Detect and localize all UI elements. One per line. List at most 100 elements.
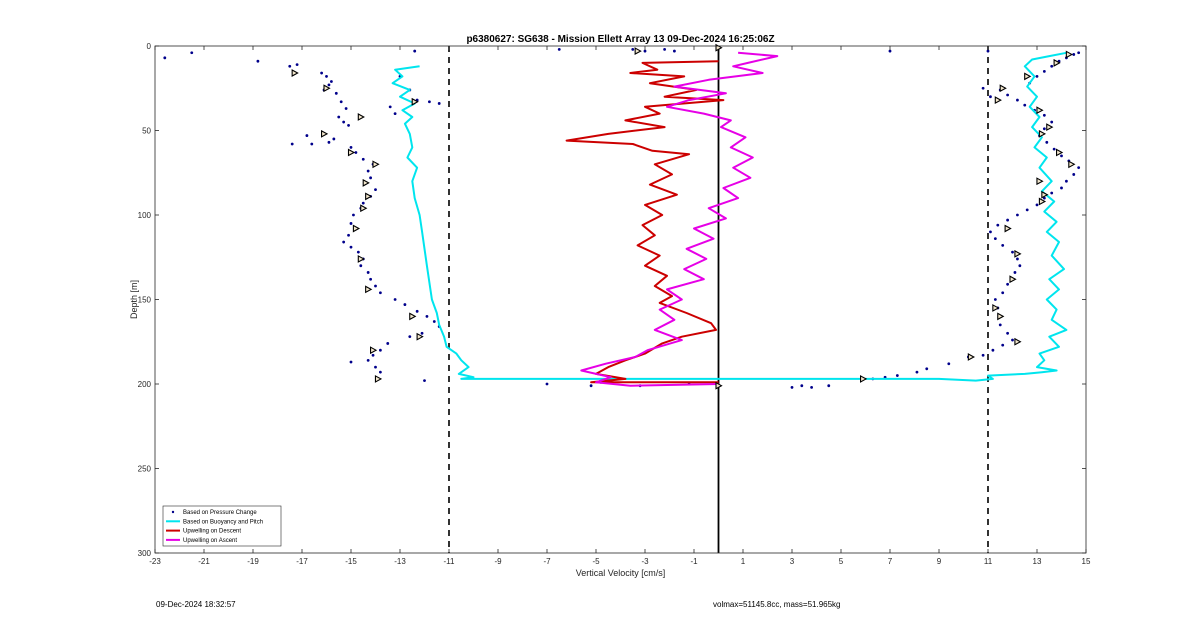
pressure-point-22 <box>349 146 353 149</box>
x-tick-label: -23 <box>149 557 161 566</box>
pressure-point-108 <box>996 223 1000 227</box>
triangle-marker-26 <box>1014 249 1022 258</box>
pressure-point-72 <box>589 384 593 388</box>
x-tick-label: 1 <box>741 557 746 566</box>
triangle-marker-16 <box>411 97 419 106</box>
triangle-marker-30 <box>1036 177 1044 186</box>
pressure-point-87 <box>947 362 951 366</box>
pressure-point-53 <box>408 335 412 339</box>
pressure-point-77 <box>790 385 794 389</box>
pressure-point-104 <box>1011 250 1014 254</box>
pressure-point-125 <box>1050 120 1054 124</box>
pressure-point-105 <box>1001 244 1005 247</box>
x-tick-label: -13 <box>394 557 406 566</box>
triangle-marker-23 <box>997 312 1005 321</box>
pressure-point-68 <box>388 105 392 109</box>
legend-box <box>162 505 282 547</box>
y-tick-label: 250 <box>138 465 152 474</box>
pressure-point-107 <box>989 230 992 234</box>
plot-area <box>155 43 1086 553</box>
triangle-marker-21 <box>967 353 975 361</box>
series-line-1 <box>391 51 1068 382</box>
x-tick-label: -5 <box>592 557 600 566</box>
pressure-point-45 <box>379 291 382 295</box>
pressure-point-124 <box>1042 127 1046 131</box>
x-tick-label: 5 <box>839 557 844 566</box>
pressure-point-130 <box>1006 93 1009 97</box>
pressure-point-93 <box>1006 331 1009 335</box>
pressure-point-6 <box>320 71 323 75</box>
x-tick-label: -3 <box>641 557 649 566</box>
pressure-point-34 <box>349 222 353 225</box>
triangle-marker-39 <box>1053 58 1061 67</box>
pressure-point-109 <box>1006 218 1009 222</box>
triangle-marker-27 <box>1004 224 1012 233</box>
triangle-marker-40 <box>1065 50 1073 59</box>
pressure-point-55 <box>379 348 382 352</box>
pressure-point-8 <box>330 80 333 83</box>
pressure-point-78 <box>800 384 804 388</box>
triangle-marker-31 <box>1068 160 1076 169</box>
x-tick-label: 13 <box>1033 557 1042 566</box>
triangle-marker-19 <box>715 381 723 390</box>
pressure-point-120 <box>1060 154 1063 158</box>
triangle-marker-24 <box>992 304 1000 312</box>
x-tick-label: -21 <box>198 557 210 566</box>
pressure-point-43 <box>369 277 372 281</box>
triangle-marker-33 <box>1038 129 1047 138</box>
x-tick-label: -7 <box>543 557 551 566</box>
pressure-point-57 <box>366 358 370 362</box>
triangle-marker-2 <box>320 129 329 138</box>
pressure-point-49 <box>425 315 429 318</box>
triangle-marker-11 <box>365 285 373 294</box>
triangle-marker-25 <box>1009 275 1017 284</box>
pressure-point-16 <box>347 124 350 127</box>
x-axis-label: Vertical Velocity [cm/s] <box>576 568 666 578</box>
pressure-point-79 <box>810 385 813 389</box>
pressure-point-47 <box>403 303 407 306</box>
pressure-point-12 <box>339 100 343 104</box>
pressure-point-39 <box>356 250 360 254</box>
x-tick-label: 9 <box>937 557 942 566</box>
pressure-point-38 <box>349 245 353 249</box>
triangle-marker-22 <box>1014 337 1022 346</box>
pressure-point-0 <box>163 56 167 60</box>
x-tick-label: -9 <box>494 557 502 566</box>
chart-title: p6380627: SG638 - Mission Ellett Array 1… <box>466 34 774 45</box>
pressure-point-106 <box>993 237 997 241</box>
pressure-point-91 <box>1001 343 1005 347</box>
pressure-point-128 <box>1023 103 1027 107</box>
triangle-marker-34 <box>1046 123 1054 132</box>
pressure-point-26 <box>366 169 370 173</box>
triangle-marker-0 <box>291 69 299 77</box>
pressure-point-17 <box>305 134 309 137</box>
triangle-marker-9 <box>352 224 361 233</box>
pressure-point-141 <box>1077 51 1081 55</box>
x-tick-label: -15 <box>345 557 357 566</box>
y-tick-label: 200 <box>138 380 152 389</box>
pressure-point-118 <box>1077 166 1081 170</box>
pressure-point-133 <box>989 95 992 99</box>
pressure-point-70 <box>413 49 417 53</box>
triangle-marker-5 <box>372 160 380 169</box>
pressure-point-112 <box>1035 203 1039 207</box>
pressure-point-44 <box>374 284 377 288</box>
volmax-mass-footer: volmax=51145.8cc, mass=51.965kg <box>713 600 841 609</box>
pressure-point-147 <box>673 49 676 53</box>
pressure-point-4 <box>295 63 299 66</box>
pressure-point-92 <box>1011 338 1014 342</box>
legend-entry: Based on Pressure Change <box>183 510 257 516</box>
y-tick-label: 0 <box>147 42 152 51</box>
triangle-marker-37 <box>999 84 1007 93</box>
pressure-point-97 <box>993 298 997 301</box>
pressure-point-116 <box>1065 179 1068 183</box>
pressure-point-29 <box>374 188 377 192</box>
pressure-point-69 <box>393 112 397 115</box>
legend-entry: Based on Buoyancy and Pitch <box>183 519 263 525</box>
y-axis-label: Depth [m] <box>129 280 139 319</box>
pressure-point-66 <box>428 100 431 104</box>
pressure-point-135 <box>1035 75 1039 78</box>
pressure-point-62 <box>349 360 353 364</box>
pressure-point-46 <box>393 298 397 301</box>
triangle-marker-12 <box>409 312 417 321</box>
